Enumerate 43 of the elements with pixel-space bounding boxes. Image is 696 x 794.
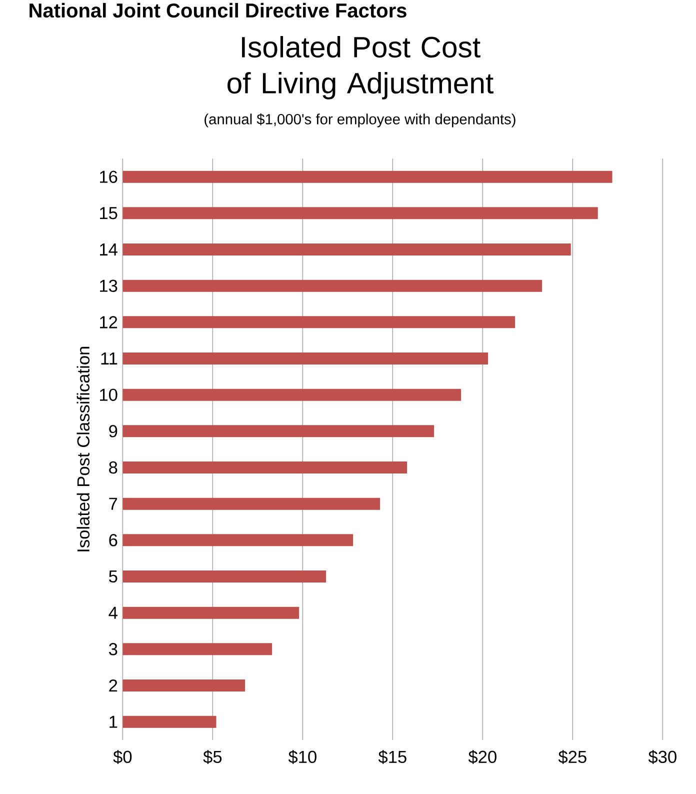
bar bbox=[122, 570, 326, 582]
y-tick-label: 8 bbox=[109, 461, 118, 474]
x-tick-label: $10 bbox=[288, 750, 316, 764]
y-tick-label: 4 bbox=[108, 606, 118, 619]
bar bbox=[122, 280, 542, 292]
x-tick-label: $15 bbox=[378, 750, 406, 764]
y-tick-label: 15 bbox=[100, 207, 118, 220]
y-tick-label: 13 bbox=[100, 280, 118, 292]
bar bbox=[122, 170, 612, 183]
bar bbox=[122, 716, 216, 728]
y-axis-title: Isolated Post Classification bbox=[76, 346, 90, 552]
y-tick-label: 16 bbox=[100, 170, 118, 183]
chart-subtitle: (annual $1,000's for employee with dependants) bbox=[204, 113, 516, 128]
y-tick-label: 2 bbox=[109, 679, 118, 692]
bar bbox=[122, 425, 434, 438]
x-tick-label: $20 bbox=[468, 750, 496, 764]
bar bbox=[122, 498, 380, 510]
y-tick-label: 10 bbox=[100, 388, 118, 401]
bar bbox=[122, 606, 300, 619]
bar bbox=[122, 462, 408, 474]
x-tick-label: $30 bbox=[648, 750, 676, 764]
y-tick-label: 5 bbox=[109, 570, 118, 583]
x-tick-label: $0 bbox=[113, 750, 132, 764]
y-tick-label: 9 bbox=[109, 425, 118, 438]
x-tick-label: $25 bbox=[558, 750, 586, 764]
bar bbox=[122, 316, 516, 328]
x-tick-label: $5 bbox=[203, 750, 222, 764]
bar bbox=[122, 680, 246, 692]
y-tick-label: 3 bbox=[108, 643, 118, 656]
chart-title: Isolated Post Cost of Living Adjustment bbox=[228, 36, 494, 100]
bar bbox=[122, 643, 272, 656]
bar bbox=[122, 207, 598, 220]
y-tick-label: 11 bbox=[101, 352, 118, 364]
y-tick-label: 6 bbox=[109, 534, 118, 546]
bar bbox=[122, 352, 488, 364]
bar bbox=[122, 534, 354, 546]
y-tick-label: 14 bbox=[100, 244, 118, 256]
y-tick-label: 7 bbox=[109, 498, 118, 510]
y-tick-label: 1 bbox=[110, 716, 118, 728]
y-tick-label: 12 bbox=[100, 316, 118, 328]
bar bbox=[122, 244, 571, 256]
text: National Joint Council Directive Factors bbox=[30, 2, 406, 18]
bar bbox=[122, 388, 462, 401]
